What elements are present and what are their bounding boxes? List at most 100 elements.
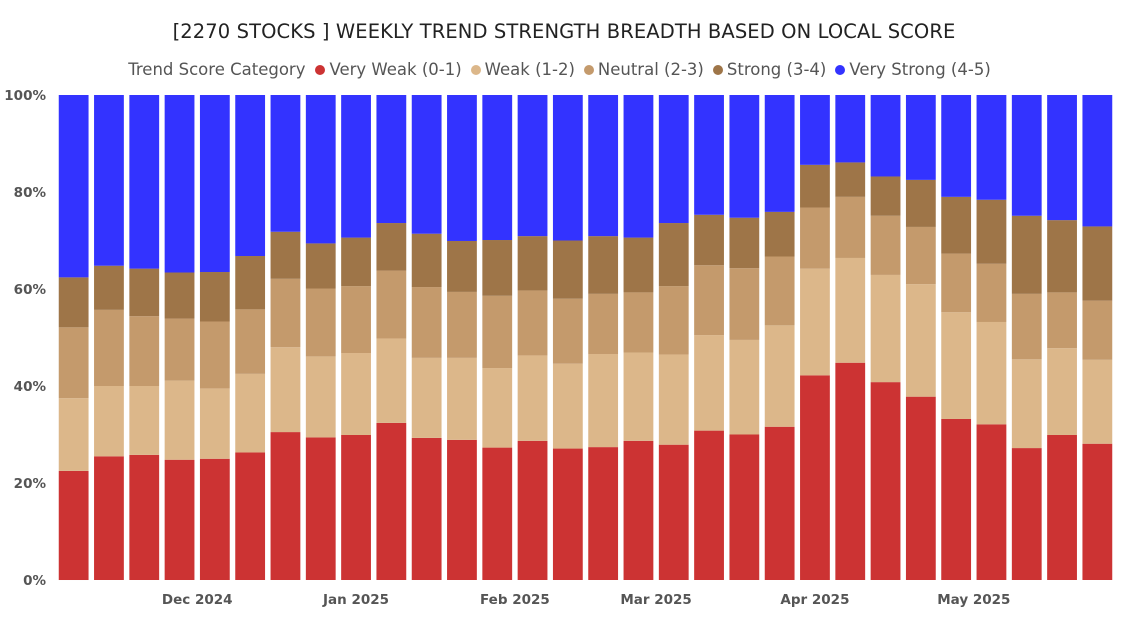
bar-segment-very-weak[interactable] <box>1011 448 1042 580</box>
bar-segment-very-weak[interactable] <box>58 470 89 581</box>
bar-segment-neutral[interactable] <box>235 309 266 374</box>
bar-segment-strong[interactable] <box>870 176 901 216</box>
bar-segment-very-strong[interactable] <box>941 95 972 197</box>
bar-segment-very-strong[interactable] <box>764 95 795 212</box>
bar-segment-strong[interactable] <box>976 199 1007 264</box>
legend-item-weak[interactable]: Weak (1-2) <box>470 60 575 79</box>
bar-segment-strong[interactable] <box>658 223 689 287</box>
bar-segment-strong[interactable] <box>552 240 583 299</box>
bar-segment-strong[interactable] <box>764 211 795 257</box>
legend-item-strong[interactable]: Strong (3-4) <box>712 60 826 79</box>
bar-segment-strong[interactable] <box>729 217 760 269</box>
bar-segment-strong[interactable] <box>623 237 654 293</box>
bar-segment-very-weak[interactable] <box>623 440 654 580</box>
bar-segment-very-strong[interactable] <box>411 95 442 234</box>
bar-segment-strong[interactable] <box>517 236 548 291</box>
bar-segment-very-weak[interactable] <box>870 382 901 580</box>
bar-segment-neutral[interactable] <box>870 215 901 275</box>
bar-segment-very-weak[interactable] <box>835 362 866 580</box>
bar-segment-very-weak[interactable] <box>905 396 936 580</box>
bar-segment-neutral[interactable] <box>623 292 654 353</box>
bar-segment-strong[interactable] <box>694 214 724 266</box>
bar-segment-very-weak[interactable] <box>199 458 230 580</box>
bar-segment-neutral[interactable] <box>305 288 336 357</box>
bar-segment-neutral[interactable] <box>1011 293 1042 360</box>
bar-segment-weak[interactable] <box>235 373 266 453</box>
bar-segment-very-strong[interactable] <box>58 95 89 278</box>
bar-segment-very-weak[interactable] <box>588 447 619 580</box>
bar-segment-weak[interactable] <box>835 257 866 363</box>
bar-segment-very-strong[interactable] <box>835 95 866 163</box>
bar-segment-neutral[interactable] <box>976 263 1007 322</box>
bar-segment-weak[interactable] <box>800 268 830 376</box>
bar-segment-weak[interactable] <box>658 354 689 445</box>
bar-segment-neutral[interactable] <box>376 270 407 339</box>
bar-segment-very-weak[interactable] <box>341 434 371 580</box>
bar-segment-strong[interactable] <box>800 164 830 208</box>
bar-segment-weak[interactable] <box>482 368 513 448</box>
bar-segment-very-weak[interactable] <box>517 440 548 580</box>
bar-segment-strong[interactable] <box>376 223 407 271</box>
bar-segment-neutral[interactable] <box>447 291 477 358</box>
bar-segment-neutral[interactable] <box>1047 292 1077 349</box>
bar-segment-weak[interactable] <box>905 284 936 397</box>
bar-segment-weak[interactable] <box>764 325 795 427</box>
bar-segment-strong[interactable] <box>1047 220 1077 293</box>
bar-segment-neutral[interactable] <box>658 286 689 355</box>
bar-segment-strong[interactable] <box>447 240 477 292</box>
bar-segment-neutral[interactable] <box>552 298 583 364</box>
bar-segment-weak[interactable] <box>376 338 407 423</box>
bar-segment-strong[interactable] <box>129 268 160 317</box>
bar-segment-neutral[interactable] <box>588 293 619 354</box>
bar-segment-neutral[interactable] <box>129 316 160 386</box>
bar-segment-very-strong[interactable] <box>270 95 301 232</box>
bar-segment-very-strong[interactable] <box>623 95 654 238</box>
bar-segment-very-strong[interactable] <box>235 95 266 257</box>
bar-segment-weak[interactable] <box>411 357 442 438</box>
bar-segment-very-strong[interactable] <box>164 95 195 273</box>
bar-segment-neutral[interactable] <box>694 265 724 336</box>
bar-segment-very-strong[interactable] <box>552 95 583 241</box>
bar-segment-neutral[interactable] <box>411 287 442 358</box>
bar-segment-very-weak[interactable] <box>376 422 407 580</box>
bar-segment-strong[interactable] <box>58 277 89 328</box>
bar-segment-very-strong[interactable] <box>588 95 619 237</box>
bar-segment-very-weak[interactable] <box>129 454 160 580</box>
bar-segment-weak[interactable] <box>976 321 1007 425</box>
legend-item-neutral[interactable]: Neutral (2-3) <box>583 60 704 79</box>
legend-item-very-weak[interactable]: Very Weak (0-1) <box>315 60 462 79</box>
bar-segment-very-strong[interactable] <box>870 95 901 177</box>
bar-segment-strong[interactable] <box>482 240 513 296</box>
bar-segment-strong[interactable] <box>305 243 336 289</box>
bar-segment-neutral[interactable] <box>800 207 830 269</box>
bar-segment-very-weak[interactable] <box>482 447 513 580</box>
bar-segment-very-strong[interactable] <box>694 95 724 215</box>
bar-segment-very-weak[interactable] <box>729 434 760 581</box>
bar-segment-very-strong[interactable] <box>94 95 124 266</box>
bar-segment-neutral[interactable] <box>270 278 301 348</box>
bar-segment-strong[interactable] <box>905 179 936 227</box>
bar-segment-neutral[interactable] <box>905 226 936 285</box>
bar-segment-neutral[interactable] <box>341 286 371 354</box>
bar-segment-very-strong[interactable] <box>305 95 336 244</box>
bar-segment-weak[interactable] <box>164 380 195 460</box>
bar-segment-strong[interactable] <box>341 237 371 287</box>
bar-segment-neutral[interactable] <box>1082 300 1113 360</box>
bar-segment-weak[interactable] <box>694 335 724 431</box>
bar-segment-very-weak[interactable] <box>694 430 724 580</box>
bar-segment-neutral[interactable] <box>164 318 195 381</box>
bar-segment-strong[interactable] <box>835 162 866 197</box>
bar-segment-neutral[interactable] <box>941 253 972 313</box>
bar-segment-strong[interactable] <box>941 196 972 254</box>
bar-segment-weak[interactable] <box>129 386 160 455</box>
bar-segment-very-weak[interactable] <box>976 424 1007 580</box>
bar-segment-very-strong[interactable] <box>658 95 689 224</box>
bar-segment-strong[interactable] <box>199 272 230 322</box>
bar-segment-strong[interactable] <box>411 233 442 288</box>
bar-segment-very-strong[interactable] <box>1082 95 1113 227</box>
bar-segment-strong[interactable] <box>94 265 124 310</box>
bar-segment-neutral[interactable] <box>58 327 89 399</box>
bar-segment-very-weak[interactable] <box>658 444 689 580</box>
bar-segment-weak[interactable] <box>870 274 901 383</box>
bar-segment-weak[interactable] <box>1047 348 1077 435</box>
